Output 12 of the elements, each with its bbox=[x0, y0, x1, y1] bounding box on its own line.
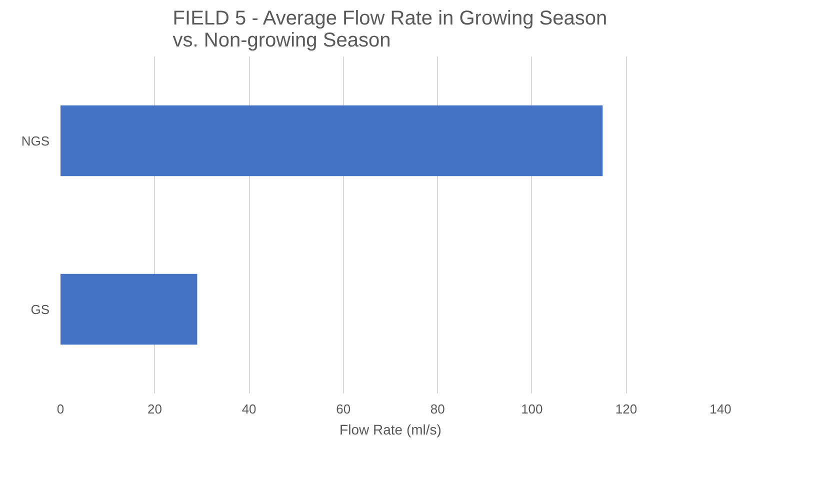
y-tick-label: NGS bbox=[21, 133, 50, 148]
y-tick-label: GS bbox=[30, 302, 50, 317]
x-tick-label: 60 bbox=[336, 402, 351, 416]
x-axis-title: Flow Rate (ml/s) bbox=[340, 422, 442, 438]
chart-title: FIELD 5 - Average Flow Rate in Growing Season vs. Non-growing Season bbox=[172, 8, 608, 52]
x-tick-label: 80 bbox=[430, 402, 445, 416]
x-tick-label: 40 bbox=[242, 402, 256, 416]
x-tick-label: 0 bbox=[56, 402, 64, 416]
x-tick-label: 100 bbox=[521, 402, 543, 416]
x-tick-label: 20 bbox=[148, 402, 162, 416]
x-tick-label: 140 bbox=[710, 402, 732, 416]
x-tick-label: 120 bbox=[615, 402, 638, 416]
